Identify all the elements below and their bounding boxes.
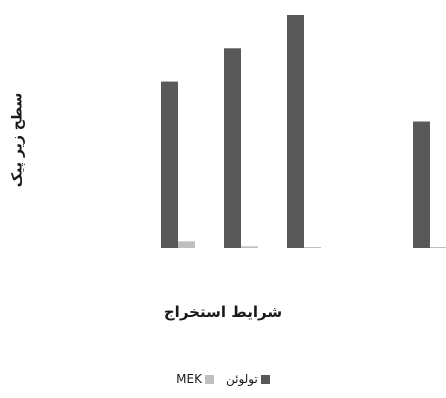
bar-toluene-3 bbox=[287, 15, 304, 248]
bar-mek-4 bbox=[430, 247, 446, 248]
y-axis-label: سطح زیر پیک bbox=[9, 92, 26, 188]
legend-item-mek: MEK bbox=[176, 372, 214, 386]
plot-area bbox=[161, 15, 446, 249]
legend-item-toluene: تولوئن bbox=[226, 372, 270, 386]
toluene-legend-label: تولوئن bbox=[225, 372, 258, 386]
bar-toluene-2 bbox=[224, 48, 241, 249]
legend: MEK تولوئن bbox=[0, 372, 446, 386]
bar-mek-2 bbox=[241, 246, 258, 248]
x-axis-label: شرایط استخراج bbox=[163, 303, 283, 321]
bar-mek-1 bbox=[178, 241, 195, 248]
bar-toluene-4 bbox=[413, 121, 430, 248]
toluene-swatch bbox=[260, 374, 270, 384]
bar-mek-3 bbox=[304, 247, 321, 248]
y-axis-label-container: سطح زیر پیک bbox=[2, 60, 32, 220]
bar-toluene-1 bbox=[161, 81, 178, 248]
mek-legend-label: MEK bbox=[176, 372, 202, 386]
mek-swatch bbox=[204, 374, 214, 384]
